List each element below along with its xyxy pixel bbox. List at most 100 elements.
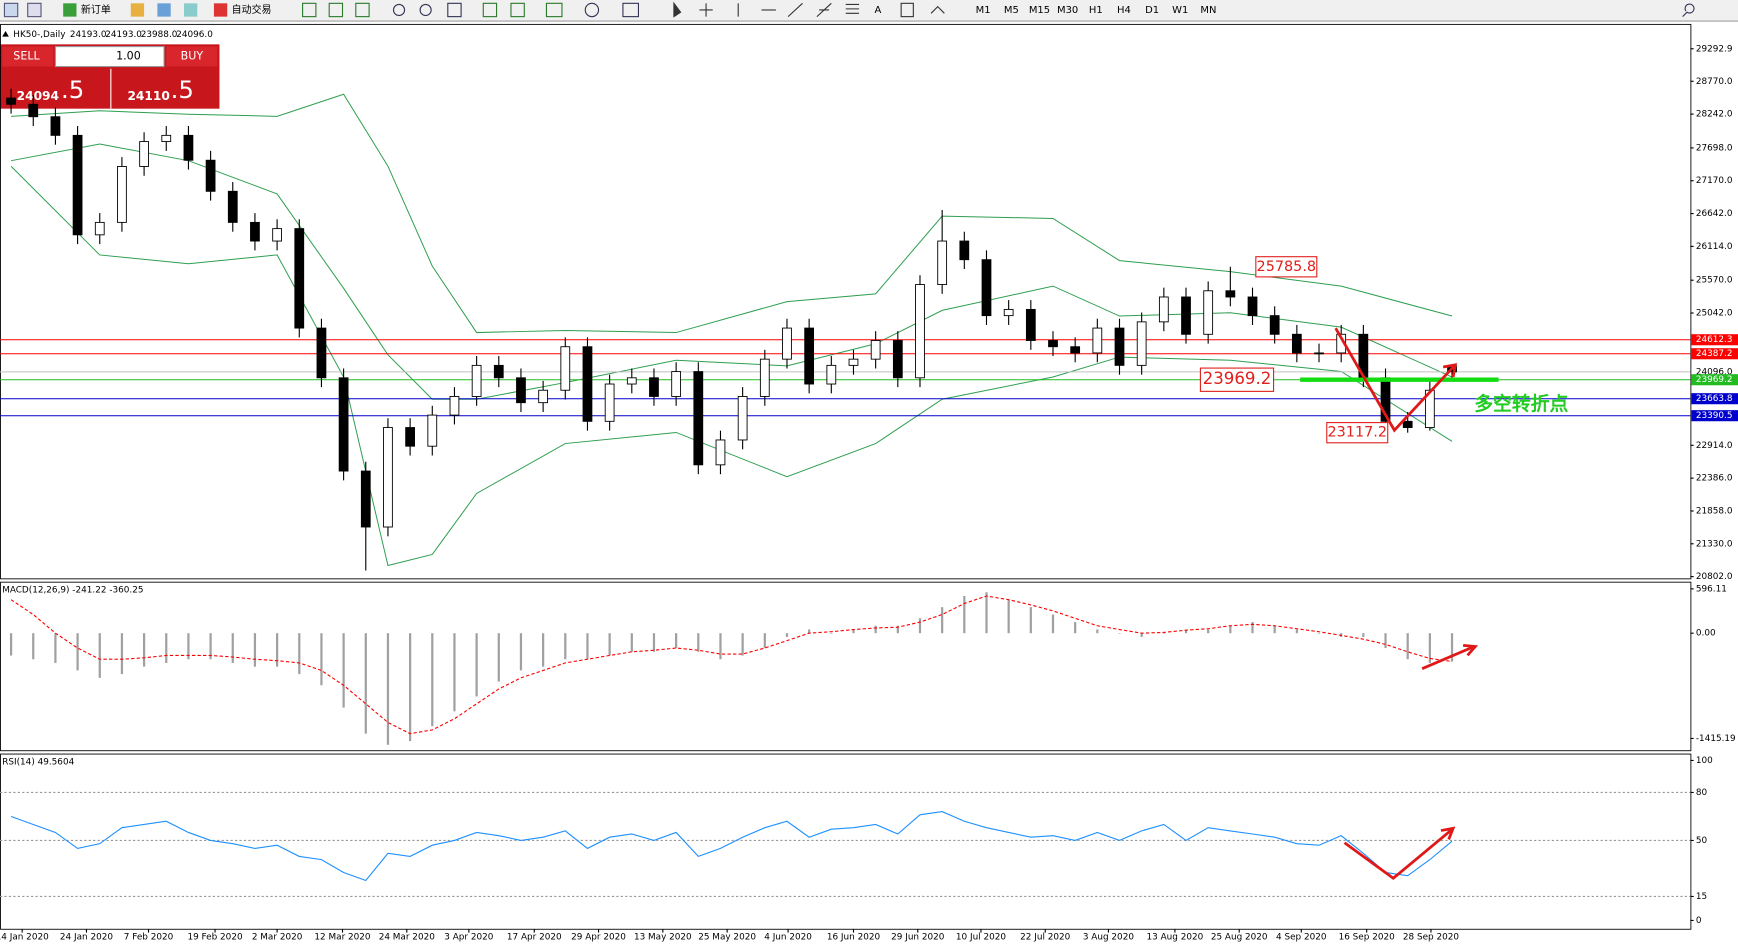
candle-body: [294, 228, 305, 329]
tool-icon[interactable]: [447, 2, 462, 18]
tool-icon[interactable]: [302, 2, 317, 18]
macd-bar: [209, 633, 212, 660]
macd-bar: [1273, 625, 1276, 634]
macd-bar: [719, 633, 722, 660]
annotation-box: [1255, 256, 1318, 278]
tool-icon[interactable]: [584, 2, 600, 18]
lot-field[interactable]: [54, 46, 165, 68]
arrows-tool[interactable]: [930, 5, 945, 14]
timeframe[interactable]: W1: [1172, 5, 1188, 16]
candle-body: [604, 383, 615, 422]
zoom-in[interactable]: [392, 3, 406, 17]
buy-price-tail[interactable]: .5: [171, 75, 194, 104]
candle-body: [804, 327, 815, 385]
macd-bar: [808, 629, 811, 634]
macd-bar: [697, 633, 700, 652]
sell-price-tail[interactable]: .5: [61, 75, 84, 104]
candle-body: [1048, 340, 1058, 348]
tool-icon[interactable]: [545, 2, 563, 18]
y-tick-label: 28242.0: [1696, 110, 1733, 120]
tool-icon[interactable]: [622, 2, 640, 18]
macd-bar: [1074, 622, 1077, 634]
candle-body: [272, 228, 282, 242]
candle-body: [405, 427, 415, 447]
tool-icon[interactable]: [183, 3, 198, 17]
auto-trading[interactable]: 自动交易: [232, 3, 272, 16]
candle-body: [1003, 308, 1014, 317]
macd-bar: [741, 633, 744, 656]
macd-bar: [120, 633, 124, 675]
candle-body: [183, 134, 194, 161]
macd-bar: [830, 633, 833, 634]
x-tick-label: 17 Apr 2020: [507, 933, 562, 943]
macd-bar: [564, 633, 567, 660]
candle-body: [227, 190, 238, 223]
sell-price[interactable]: 24094: [17, 89, 59, 103]
candle-body: [50, 116, 61, 136]
auto-trading-icon[interactable]: [213, 3, 228, 17]
timeframe[interactable]: M30: [1057, 5, 1078, 16]
level-label: 23969.2: [1696, 375, 1733, 385]
fibo-tool[interactable]: [845, 3, 860, 14]
text-tool-icon[interactable]: A: [875, 5, 882, 16]
candle-body: [427, 414, 438, 447]
annotation-box: [1326, 422, 1389, 444]
x-tick-label: 10 Jul 2020: [956, 933, 1006, 943]
timeframe[interactable]: M1: [976, 5, 991, 16]
tool-icon[interactable]: [130, 3, 145, 17]
timeframe[interactable]: M15: [1029, 5, 1050, 16]
x-tick-label: 16 Sep 2020: [1339, 933, 1396, 943]
candle-body: [870, 340, 881, 360]
tool-icon[interactable]: [510, 2, 525, 18]
buy-button[interactable]: [166, 46, 218, 67]
channel-tool[interactable]: [816, 2, 832, 18]
x-tick-label: 3 Aug 2020: [1083, 933, 1134, 943]
macd-bar: [475, 633, 478, 697]
buy-price[interactable]: 24110: [127, 89, 169, 103]
candle-body: [449, 396, 460, 416]
sell-button[interactable]: [2, 46, 54, 67]
timeframe[interactable]: MN: [1200, 5, 1216, 16]
timeframe[interactable]: H4: [1117, 5, 1131, 16]
candle-body: [1025, 308, 1036, 341]
trendline-tool[interactable]: [787, 2, 803, 18]
sell-label[interactable]: SELL: [13, 50, 40, 63]
y-tick-label: 15: [1696, 892, 1707, 902]
label-tool[interactable]: [900, 2, 914, 18]
x-tick-label: 13 Aug 2020: [1147, 933, 1204, 943]
header-value: 24193.0: [70, 30, 107, 40]
cursor-tool[interactable]: [673, 1, 682, 18]
candle-body: [1092, 327, 1103, 354]
crosshair-tool[interactable]: [699, 3, 713, 17]
tool-icon[interactable]: [328, 2, 344, 18]
macd-bar: [1406, 633, 1409, 660]
timeframe[interactable]: D1: [1145, 5, 1159, 16]
x-tick-label: 22 Jul 2020: [1020, 933, 1070, 943]
timeframe[interactable]: H1: [1089, 5, 1103, 16]
x-tick-label: 28 Sep 2020: [1403, 933, 1460, 943]
tool-icon[interactable]: [27, 2, 42, 18]
search-icon[interactable]: [1682, 3, 1695, 18]
macd-bar: [431, 633, 434, 727]
x-tick-label: 29 Apr 2020: [571, 933, 626, 943]
new-order[interactable]: 新订单: [81, 3, 111, 16]
macd-bar: [76, 633, 79, 671]
y-tick-label: 25570.0: [1696, 276, 1733, 286]
x-tick-label: 2 Mar 2020: [252, 933, 303, 943]
macd-bar: [675, 633, 678, 649]
zoom-out[interactable]: [419, 3, 432, 17]
macd-bar: [1362, 633, 1365, 637]
lot-value[interactable]: 1.00: [116, 50, 141, 63]
new-order-icon[interactable]: [63, 3, 77, 17]
timeframe[interactable]: M5: [1004, 5, 1019, 16]
level-tag: [1691, 393, 1738, 405]
candle-body: [782, 327, 792, 360]
candle-body: [626, 377, 637, 385]
tool-icon[interactable]: [355, 2, 370, 18]
tool-icon[interactable]: [157, 3, 171, 17]
buy-label[interactable]: BUY: [181, 50, 204, 63]
trade-panel: SELL 1.00 BUY 24094 .5 24110 .5: [0, 44, 220, 109]
tool-icon[interactable]: [3, 2, 19, 18]
tool-icon[interactable]: [482, 2, 498, 18]
